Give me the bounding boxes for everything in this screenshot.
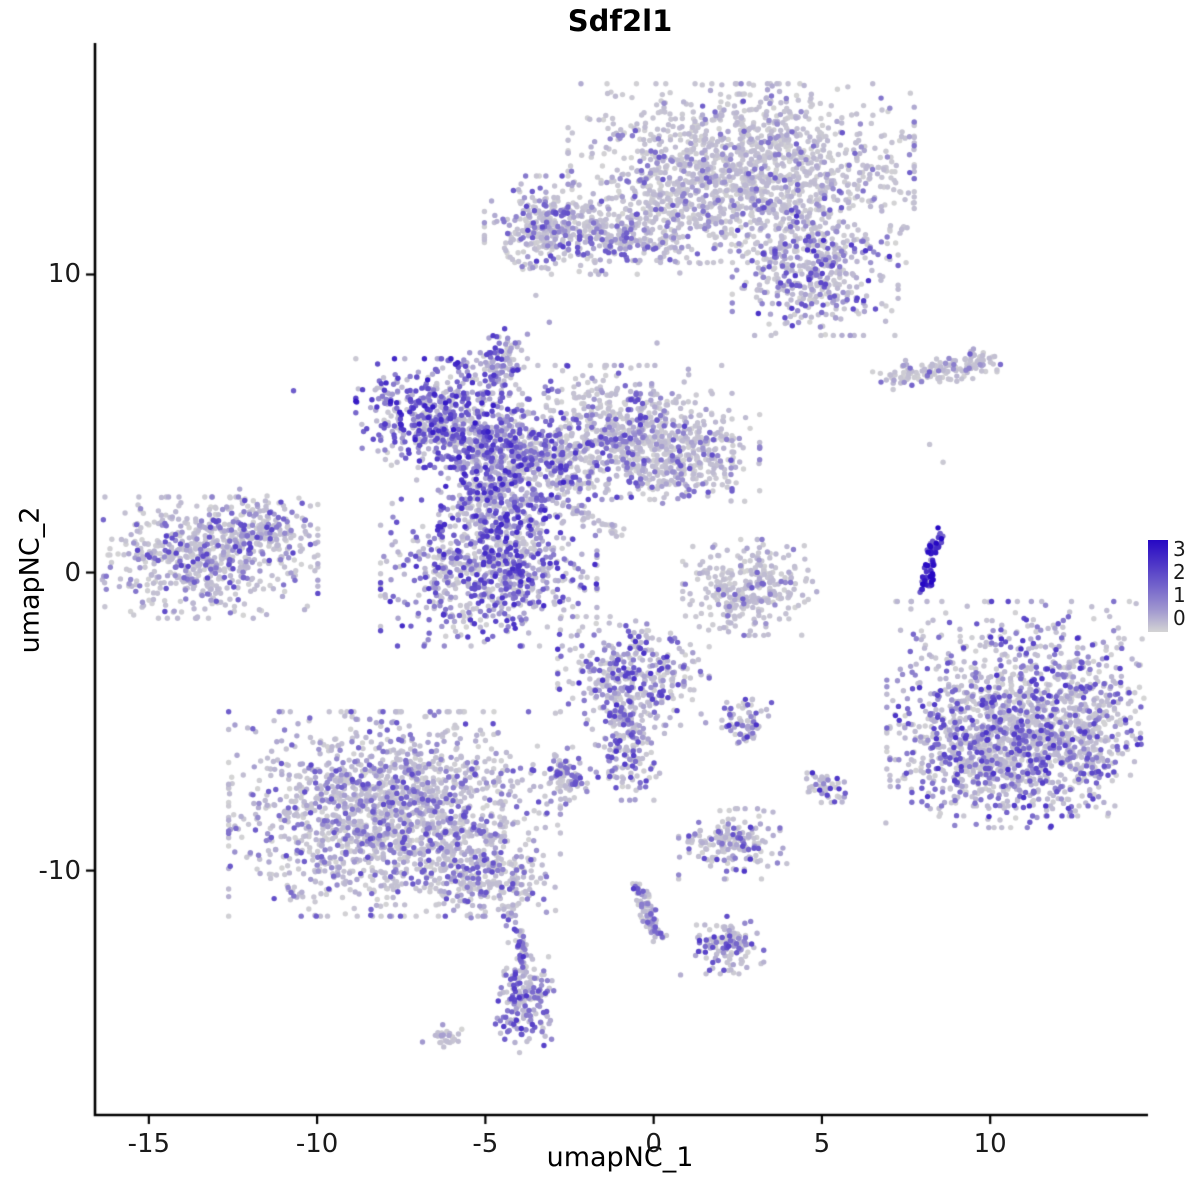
- y-tick-label: -10: [38, 855, 81, 886]
- x-tick-label: -15: [127, 1129, 171, 1159]
- x-tick-label: 5: [813, 1129, 831, 1159]
- legend-tick-label: 0: [1173, 606, 1186, 631]
- legend-gradient-bar: [1148, 540, 1168, 632]
- y-tick-label: 0: [64, 557, 81, 588]
- x-tick-label: 0: [645, 1129, 662, 1159]
- x-axis-label: umapNC_1: [546, 1142, 694, 1173]
- y-tick-label: 10: [47, 259, 81, 290]
- legend-tick-label: 1: [1173, 583, 1186, 608]
- x-tick-label: -10: [295, 1129, 339, 1159]
- legend-tick-label: 2: [1173, 560, 1186, 585]
- x-tick-label: 10: [973, 1129, 1007, 1159]
- x-tick-label: -5: [472, 1129, 499, 1159]
- legend-tick-label: 3: [1173, 537, 1186, 562]
- plot-title: Sdf2l1: [567, 4, 673, 38]
